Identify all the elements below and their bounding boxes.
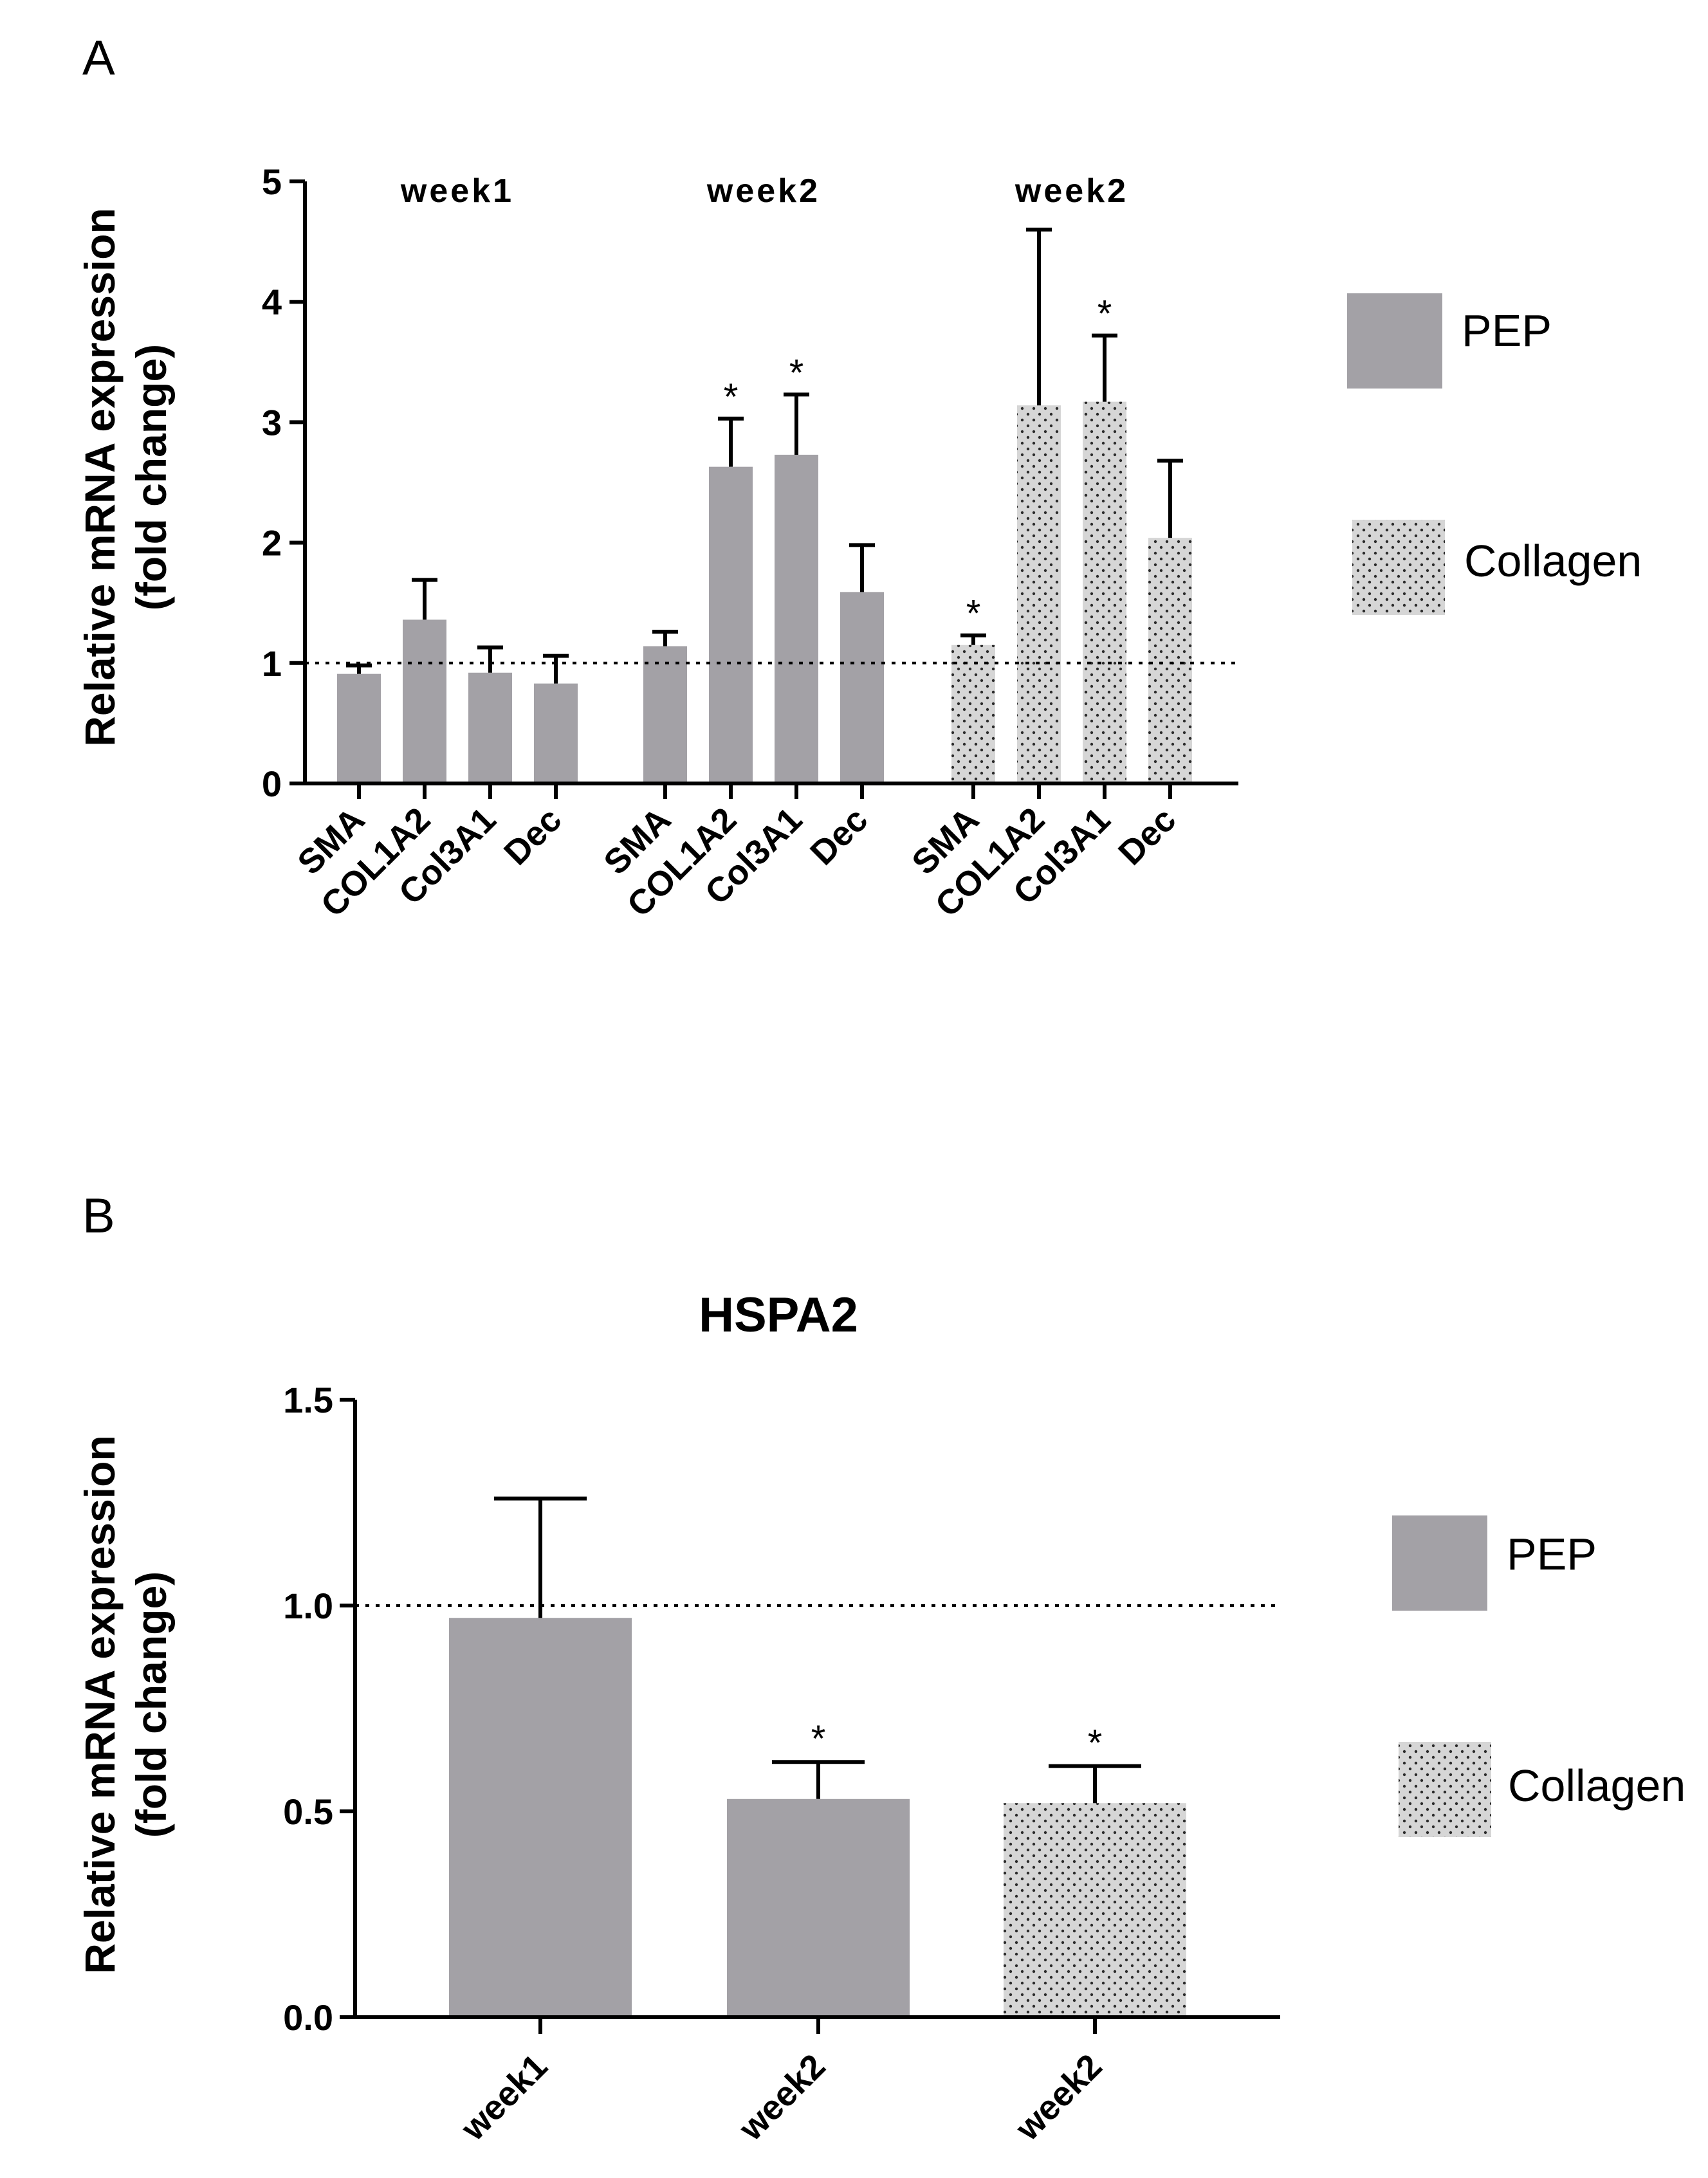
panel-a-bar: [1148, 538, 1192, 783]
panel-a-ytick-label: 4: [262, 282, 282, 322]
panel-a-bar: [951, 645, 995, 783]
legend-a-pep-label: PEP: [1462, 306, 1552, 356]
panel-b-ylabel-sub: (fold change): [127, 1571, 175, 1838]
panel-a-bar: [337, 673, 381, 783]
panel-a-bar: [709, 466, 753, 783]
panel-a-category-label: Dec: [497, 800, 569, 872]
panel-a-significance: *: [789, 352, 804, 394]
panel-b-category-label: week2: [731, 2047, 833, 2148]
legend-b-pep-swatch: [1392, 1515, 1487, 1611]
legend-a-collagen-label: Collagen: [1464, 536, 1642, 586]
panel-a-category-label: Dec: [803, 800, 875, 872]
panel-a-bar: [775, 454, 818, 783]
panel-a-category-label: Dec: [1111, 800, 1183, 872]
panel-a-significance: *: [966, 593, 981, 635]
panel-b-title: HSPA2: [699, 1288, 858, 1342]
panel-b-ytick-label: 1.5: [283, 1380, 333, 1420]
panel-b-category-label: week1: [454, 2047, 555, 2148]
panel-a-ytick-label: 2: [262, 523, 282, 563]
panel-a-label: A: [82, 31, 115, 86]
panel-a-significance: *: [724, 376, 739, 418]
panel-a-bar: [403, 619, 446, 783]
panel-a: A Relative mRNA expression (fold change)…: [76, 31, 1642, 924]
panel-b-bar: [449, 1618, 632, 2017]
panel-b: B HSPA2 Relative mRNA expression (fold c…: [76, 1189, 1685, 2148]
legend-b-pep-label: PEP: [1507, 1529, 1597, 1579]
panel-b-significance: *: [811, 1718, 826, 1760]
panel-a-bar: [534, 683, 578, 783]
legend-b-collagen-label: Collagen: [1508, 1761, 1685, 1811]
legend-b-collagen-swatch: [1399, 1742, 1491, 1837]
panel-a-ylabel-sub: (fold change): [127, 344, 175, 610]
panel-a-ytick-label: 3: [262, 402, 282, 443]
panel-a-ytick-label: 1: [262, 643, 282, 684]
panel-b-label: B: [82, 1189, 115, 1243]
panel-b-ytick-label: 0.0: [283, 1997, 333, 2038]
panel-a-bar: [1017, 405, 1061, 783]
panel-b-bar: [1004, 1803, 1186, 2017]
panel-a-bar: [468, 672, 512, 783]
panel-a-ytick-label: 0: [262, 764, 282, 804]
panel-a-bar: [643, 646, 687, 783]
panel-a-ylabel: Relative mRNA expression: [76, 208, 124, 747]
legend-a-collagen-swatch: [1352, 520, 1445, 615]
panel-a-ytick-label: 5: [262, 161, 282, 202]
panel-b-category-label: week2: [1008, 2047, 1110, 2148]
panel-a-group-label: week2: [706, 172, 820, 210]
panel-b-ylabel: Relative mRNA expression: [76, 1435, 124, 1974]
panel-a-bar: [1083, 401, 1126, 783]
legend-a-pep-swatch: [1347, 293, 1442, 389]
panel-b-ytick-label: 0.5: [283, 1791, 333, 1832]
panel-a-bar: [840, 592, 884, 783]
panel-a-group-label: week1: [400, 172, 514, 210]
panel-a-group-label: week2: [1015, 172, 1128, 210]
panel-b-bar: [727, 1798, 910, 2017]
panel-b-ytick-label: 1.0: [283, 1586, 333, 1626]
panel-a-significance: *: [1097, 293, 1112, 335]
panel-b-significance: *: [1088, 1723, 1103, 1764]
